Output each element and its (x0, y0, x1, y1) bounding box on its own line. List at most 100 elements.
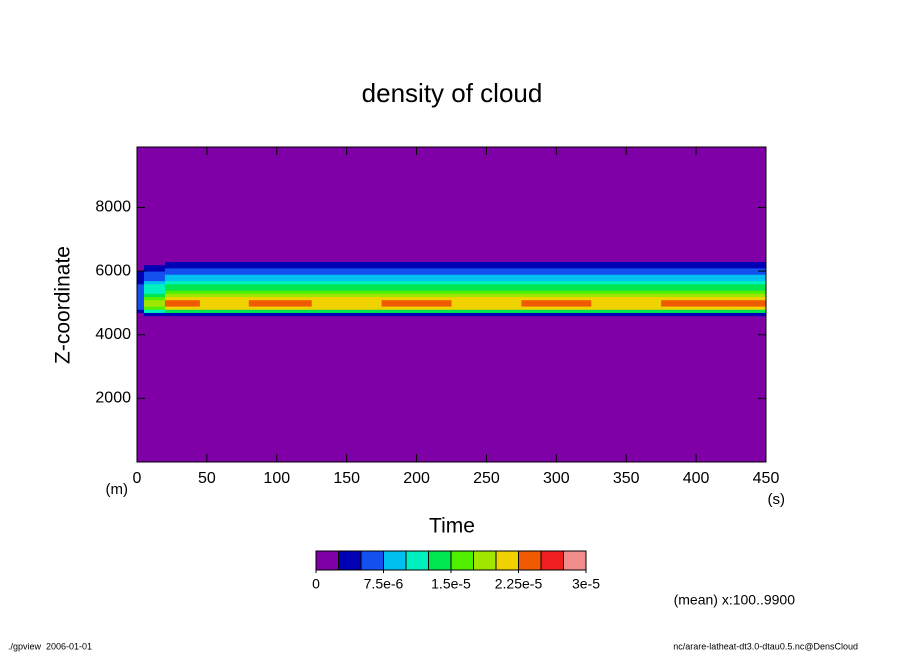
contour-cell (199, 274, 250, 278)
contour-cell (381, 258, 452, 263)
contour-cell (591, 299, 662, 304)
colorbar-swatch (495, 550, 519, 571)
contour-cell (199, 302, 250, 307)
contour-cell (521, 293, 592, 298)
contour-cell (311, 312, 383, 317)
contour-cell (591, 264, 662, 269)
contour-cell (661, 299, 732, 304)
contour-cell (521, 287, 592, 291)
contour-cell (164, 293, 201, 298)
contour-cell (137, 287, 145, 291)
contour-cell (199, 283, 250, 288)
contour-cell (164, 306, 201, 310)
contour-cell (311, 264, 383, 269)
contour-cell (661, 290, 732, 294)
contour-cell (137, 309, 145, 313)
contour-cell (451, 283, 522, 288)
contour-cell (381, 315, 452, 320)
contour-cell (164, 264, 201, 269)
contour-cell (311, 267, 383, 272)
contour-cell (451, 290, 522, 294)
contour-cell (199, 258, 250, 263)
contour-cell (248, 302, 313, 307)
contour-cell (521, 306, 592, 310)
contour-cell (137, 258, 145, 263)
contour-cell (199, 309, 250, 313)
contour-cell (311, 299, 383, 304)
contour-cell (661, 258, 732, 263)
contour-cell (137, 261, 145, 266)
colorbar-swatch (450, 550, 474, 571)
contour-cell (248, 312, 313, 317)
contour-cell (143, 267, 166, 272)
footer-left: ./gpview 2006-01-01 (8, 641, 92, 651)
contour-cell (661, 296, 732, 301)
contour-cell (143, 287, 166, 291)
contour-cell (311, 277, 383, 282)
contour-cell (199, 315, 250, 320)
contour-cell (137, 283, 145, 288)
contour-cell (451, 267, 522, 272)
contour-cell (143, 271, 166, 275)
contour-cell (311, 274, 383, 278)
contour-cell (731, 283, 767, 288)
colorbar-tick-label: 1.5e-5 (431, 576, 471, 592)
contour-cell (451, 309, 522, 313)
contour-cell (164, 274, 201, 278)
contour-cell (311, 283, 383, 288)
x-tick-label: 300 (543, 470, 570, 487)
contour-cell (248, 315, 313, 320)
contour-cell (143, 293, 166, 298)
contour-cell (521, 302, 592, 307)
colorbar-swatch (405, 550, 429, 571)
contour-cell (381, 302, 452, 307)
y-tick-label: 6000 (95, 262, 131, 279)
contour-cell (591, 302, 662, 307)
contour-cell (248, 287, 313, 291)
contour-cell (591, 277, 662, 282)
contour-cell (381, 309, 452, 313)
contour-cell (661, 267, 732, 272)
contour-cell (199, 271, 250, 275)
contour-cell (451, 274, 522, 278)
contour-cell (143, 309, 166, 313)
contour-cell (164, 309, 201, 313)
contour-cell (521, 258, 592, 263)
contour-cell (661, 306, 732, 310)
contour-cell (731, 274, 767, 278)
x-tick-label: 350 (613, 470, 640, 487)
contour-cell (164, 280, 201, 285)
contour-cell (248, 280, 313, 285)
contour-cell (731, 312, 767, 317)
contour-cell (199, 312, 250, 317)
contour-cell (661, 287, 732, 291)
colorbar-tick-label: 7.5e-6 (364, 576, 404, 592)
contour-cell (143, 261, 166, 266)
contour-cell (381, 271, 452, 275)
contour-cell (591, 306, 662, 310)
footer-right: nc/arare-latheat-dt3.0-dtau0.5.nc@DensCl… (673, 641, 858, 651)
contour-cell (311, 261, 383, 266)
contour-cell (137, 267, 145, 272)
contour-cell (199, 267, 250, 272)
contour-cell (164, 302, 201, 307)
contour-cell (381, 293, 452, 298)
contour-cell (311, 271, 383, 275)
contour-cell (248, 309, 313, 313)
x-tick-label: 200 (403, 470, 430, 487)
contour-cell (248, 306, 313, 310)
contour-cell (143, 306, 166, 310)
contour-cell (521, 277, 592, 282)
contour-cell (591, 258, 662, 263)
contour-cell (248, 258, 313, 263)
contour-cell (451, 264, 522, 269)
y-tick-label: 4000 (95, 326, 131, 343)
contour-cell (137, 315, 145, 320)
x-tick-label: 250 (473, 470, 500, 487)
contour-cell (137, 277, 145, 282)
y-tick-label: 8000 (95, 199, 131, 216)
contour-cell (661, 277, 732, 282)
contour-cell (143, 290, 166, 294)
contour-cell (381, 306, 452, 310)
